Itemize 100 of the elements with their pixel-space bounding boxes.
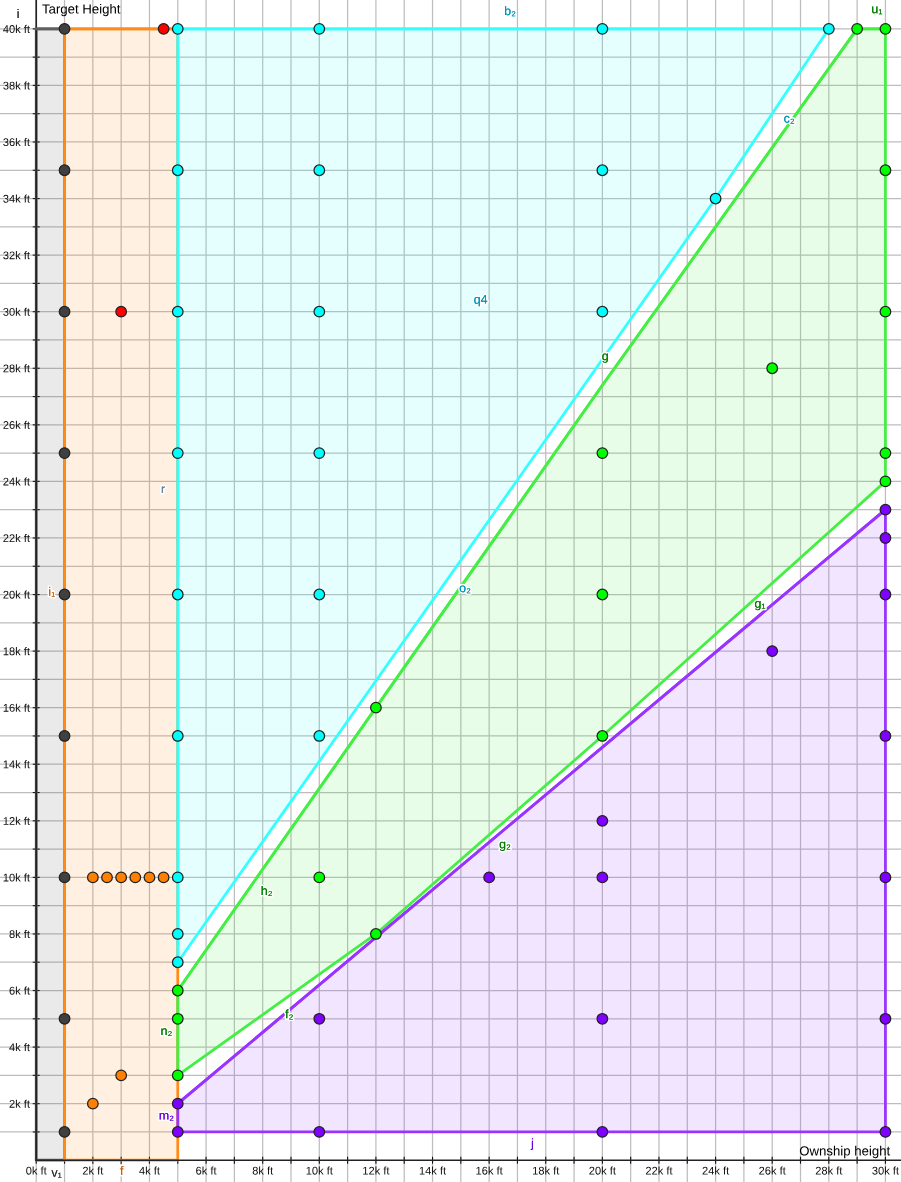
x-tick-label: 12k ft [363, 1166, 390, 1175]
point [58, 447, 71, 460]
point [879, 475, 892, 488]
point [171, 305, 184, 318]
point [879, 1012, 892, 1025]
x-tick-label: 28k ft [815, 1166, 843, 1175]
point [58, 588, 71, 601]
point [313, 730, 326, 742]
point [596, 1012, 609, 1025]
y-tick-label: 20k ft [3, 590, 30, 599]
point [58, 164, 71, 177]
x-tick-label: 16k ft [476, 1166, 503, 1175]
point [709, 192, 722, 205]
annotation: n₂ [161, 1028, 172, 1037]
point [86, 1097, 99, 1110]
annotation: j [530, 1138, 533, 1150]
y-axis-title: Target Height [42, 3, 121, 17]
annotation: q4 [474, 295, 488, 307]
point [58, 305, 71, 318]
point [766, 645, 779, 658]
point [157, 22, 170, 35]
point [596, 814, 609, 827]
point [171, 447, 184, 460]
x-axis-title: Ownship height [799, 1145, 891, 1159]
point [171, 1126, 184, 1138]
y-tick-label: 16k ft [3, 703, 30, 712]
annotation: g₁ [754, 600, 766, 611]
point [101, 871, 113, 884]
point [115, 1069, 128, 1082]
point [171, 588, 184, 601]
x-tick-label: 18k ft [533, 1166, 560, 1175]
y-tick-label: 12k ft [3, 816, 30, 825]
point [596, 730, 609, 742]
point [86, 871, 99, 884]
annotation: g₂ [499, 841, 511, 851]
x-tick-label: 30k ft [872, 1166, 899, 1175]
point [879, 532, 892, 544]
y-tick-label: 28k ft [3, 364, 30, 373]
point [369, 701, 382, 714]
point [313, 164, 326, 177]
annotation: i₁ [49, 586, 55, 597]
annotation: o₂ [459, 585, 471, 594]
point [766, 362, 779, 375]
point [313, 305, 326, 318]
y-tick-label: 14k ft [3, 760, 30, 769]
point [171, 984, 184, 997]
y-tick-label: 40k ft [3, 24, 30, 33]
point [171, 871, 184, 884]
point [313, 588, 326, 601]
x-tick-label: 2k ft [82, 1166, 104, 1175]
x-tick-label: 8k ft [252, 1166, 274, 1175]
x-tick-label: 26k ft [759, 1166, 786, 1175]
point [369, 928, 382, 940]
x-tick-label: 20k ft [589, 1166, 616, 1175]
annotation: r [161, 486, 165, 494]
point [313, 1012, 326, 1025]
point [596, 22, 609, 35]
point [596, 164, 609, 177]
point [115, 871, 128, 884]
annotation: h₂ [261, 885, 272, 897]
point [171, 730, 184, 742]
point [596, 588, 609, 601]
point [171, 22, 184, 35]
point [58, 1012, 71, 1025]
y-tick-label: 18k ft [3, 647, 30, 656]
point [851, 22, 864, 35]
point [596, 305, 609, 318]
annotation: m₂ [159, 1112, 174, 1121]
x-tick-label: 4k ft [139, 1166, 160, 1175]
point [596, 871, 609, 884]
point [171, 1069, 184, 1082]
point [171, 1012, 184, 1025]
annotation: i [17, 8, 19, 18]
point [879, 305, 892, 318]
y-tick-label: 36k ft [3, 137, 30, 147]
point [157, 871, 170, 884]
point [822, 22, 835, 35]
x-tick-label: 6k ft [196, 1166, 217, 1175]
point [171, 928, 184, 940]
point [879, 164, 892, 177]
y-tick-label: 2k ft [9, 1099, 30, 1108]
point [596, 447, 609, 460]
point [58, 730, 71, 742]
annotation: b₂ [504, 6, 516, 17]
point [313, 1126, 326, 1138]
point [143, 871, 156, 884]
point [58, 871, 71, 884]
point [596, 1126, 609, 1138]
point [171, 1097, 184, 1110]
x-tick-label: 10k ft [306, 1166, 333, 1175]
point [313, 447, 326, 460]
point [313, 871, 326, 884]
y-tick-label: 38k ft [3, 81, 30, 90]
point [483, 871, 496, 884]
point [879, 730, 892, 742]
y-tick-label: 34k ft [3, 194, 30, 203]
point [129, 871, 142, 884]
x-tick-label: 0k ft [26, 1166, 47, 1175]
annotation: f [120, 1166, 124, 1176]
y-tick-label: 8k ft [9, 929, 30, 939]
